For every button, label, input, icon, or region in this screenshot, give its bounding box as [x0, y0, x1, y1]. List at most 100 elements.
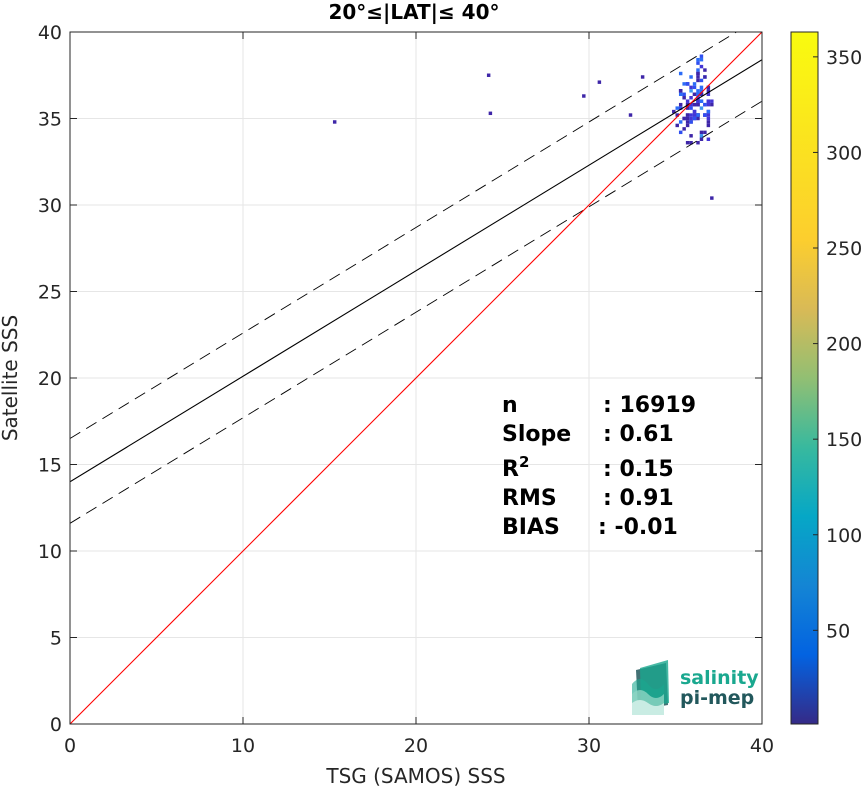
density-bin	[692, 113, 697, 117]
density-bin	[699, 134, 704, 138]
density-bin	[682, 92, 686, 97]
colorbar-tick-label: 150	[826, 429, 862, 451]
density-bin-outlier	[597, 80, 602, 84]
stat-value: : -0.01	[598, 515, 678, 540]
density-bin	[710, 102, 714, 107]
density-bin	[689, 102, 693, 107]
density-bin	[696, 140, 700, 145]
density-bin	[699, 89, 704, 93]
stat-label: Slope	[502, 422, 571, 447]
y-tick-label: 25	[38, 282, 62, 304]
density-bin	[699, 78, 704, 83]
y-tick-label: 35	[38, 109, 62, 131]
density-bin	[699, 99, 704, 103]
density-bin	[692, 116, 697, 121]
density-bin	[689, 120, 693, 124]
density-bin	[675, 106, 679, 110]
colorbar-tick-label: 200	[826, 334, 862, 356]
density-bin	[696, 96, 700, 100]
regression-line	[70, 59, 762, 483]
density-bin	[685, 99, 690, 103]
density-bin-outlier	[640, 75, 645, 79]
density-bin	[706, 123, 711, 128]
density-bin	[706, 92, 711, 97]
density-bin	[675, 113, 679, 117]
density-bin	[699, 106, 704, 110]
colorbar-tick-label: 250	[826, 238, 862, 260]
fit-lines	[70, 32, 762, 724]
logo-waves-icon	[632, 660, 669, 715]
stat-value: : 0.15	[603, 457, 674, 482]
density-bin	[696, 75, 700, 79]
density-bin	[689, 106, 693, 110]
density-bin	[672, 109, 676, 114]
density-bin	[689, 85, 693, 90]
x-tick-label: 10	[231, 735, 255, 757]
logo-text-pimep: pi-mep	[680, 687, 754, 709]
x-axis-ticks: 0 10 20 30 40	[64, 32, 774, 757]
density-bin	[692, 102, 697, 107]
lower-bound-line	[70, 100, 762, 524]
density-bin	[682, 82, 686, 86]
density-bin-outlier	[710, 196, 714, 200]
density-bin	[682, 96, 686, 100]
density-bin	[685, 140, 690, 145]
density-bin	[685, 123, 690, 128]
density-bin	[685, 113, 690, 117]
density-bin	[678, 106, 683, 110]
density-bin	[703, 113, 707, 117]
density-bin	[689, 140, 693, 145]
density-bin-outlier	[628, 113, 633, 117]
identity-line	[70, 32, 762, 724]
density-bin	[689, 134, 693, 138]
density-bin	[692, 85, 697, 90]
density-bin	[706, 120, 711, 124]
density-bin	[689, 89, 693, 93]
density-bin	[689, 96, 693, 100]
density-bin	[696, 113, 700, 117]
density-bin	[699, 57, 704, 62]
colorbar-ticks: 50 100 150 200 250 300 350	[813, 47, 862, 642]
density-bin	[678, 92, 683, 97]
salinity-pimep-logo: salinity pi-mep	[632, 660, 759, 715]
y-axis-ticks: 0 5 10 15 20 25 30 35 40	[38, 22, 762, 736]
density-bin	[696, 78, 700, 83]
x-axis-label: TSG (SAMOS) SSS	[325, 764, 505, 788]
density-bin	[703, 130, 707, 135]
upper-bound-line	[70, 32, 738, 439]
density-bin	[706, 137, 711, 141]
x-tick-label: 20	[404, 735, 428, 757]
y-tick-label: 20	[38, 368, 62, 390]
density-bin	[710, 99, 714, 103]
density-bin	[696, 68, 700, 72]
colorbar-gradient	[790, 31, 819, 725]
density-bin	[699, 130, 704, 135]
density-bin	[699, 92, 704, 97]
density-bin	[696, 71, 700, 76]
y-tick-label: 15	[38, 455, 62, 477]
density-cluster	[332, 54, 714, 200]
density-bin	[678, 102, 683, 107]
density-bin	[678, 89, 683, 93]
colorbar-tick-label: 350	[826, 47, 862, 69]
density-bin	[696, 116, 700, 121]
density-bin	[678, 130, 683, 135]
density-bin	[692, 82, 697, 86]
density-bin	[696, 102, 700, 107]
density-bin	[685, 120, 690, 124]
stat-value: : 16919	[603, 393, 696, 418]
colorbar-tick-label: 50	[826, 620, 850, 642]
stat-value: : 0.61	[603, 422, 674, 447]
density-bin	[703, 75, 707, 79]
y-tick-label: 30	[38, 195, 62, 217]
density-bin-outlier	[486, 73, 491, 77]
density-bin	[678, 71, 683, 76]
density-bin	[699, 54, 704, 58]
density-bin	[706, 102, 711, 107]
density-bin	[699, 137, 704, 141]
density-bin	[682, 116, 686, 121]
density-bin	[692, 109, 697, 114]
logo-text-salinity: salinity	[680, 667, 759, 689]
density-bin-outlier	[332, 120, 337, 124]
